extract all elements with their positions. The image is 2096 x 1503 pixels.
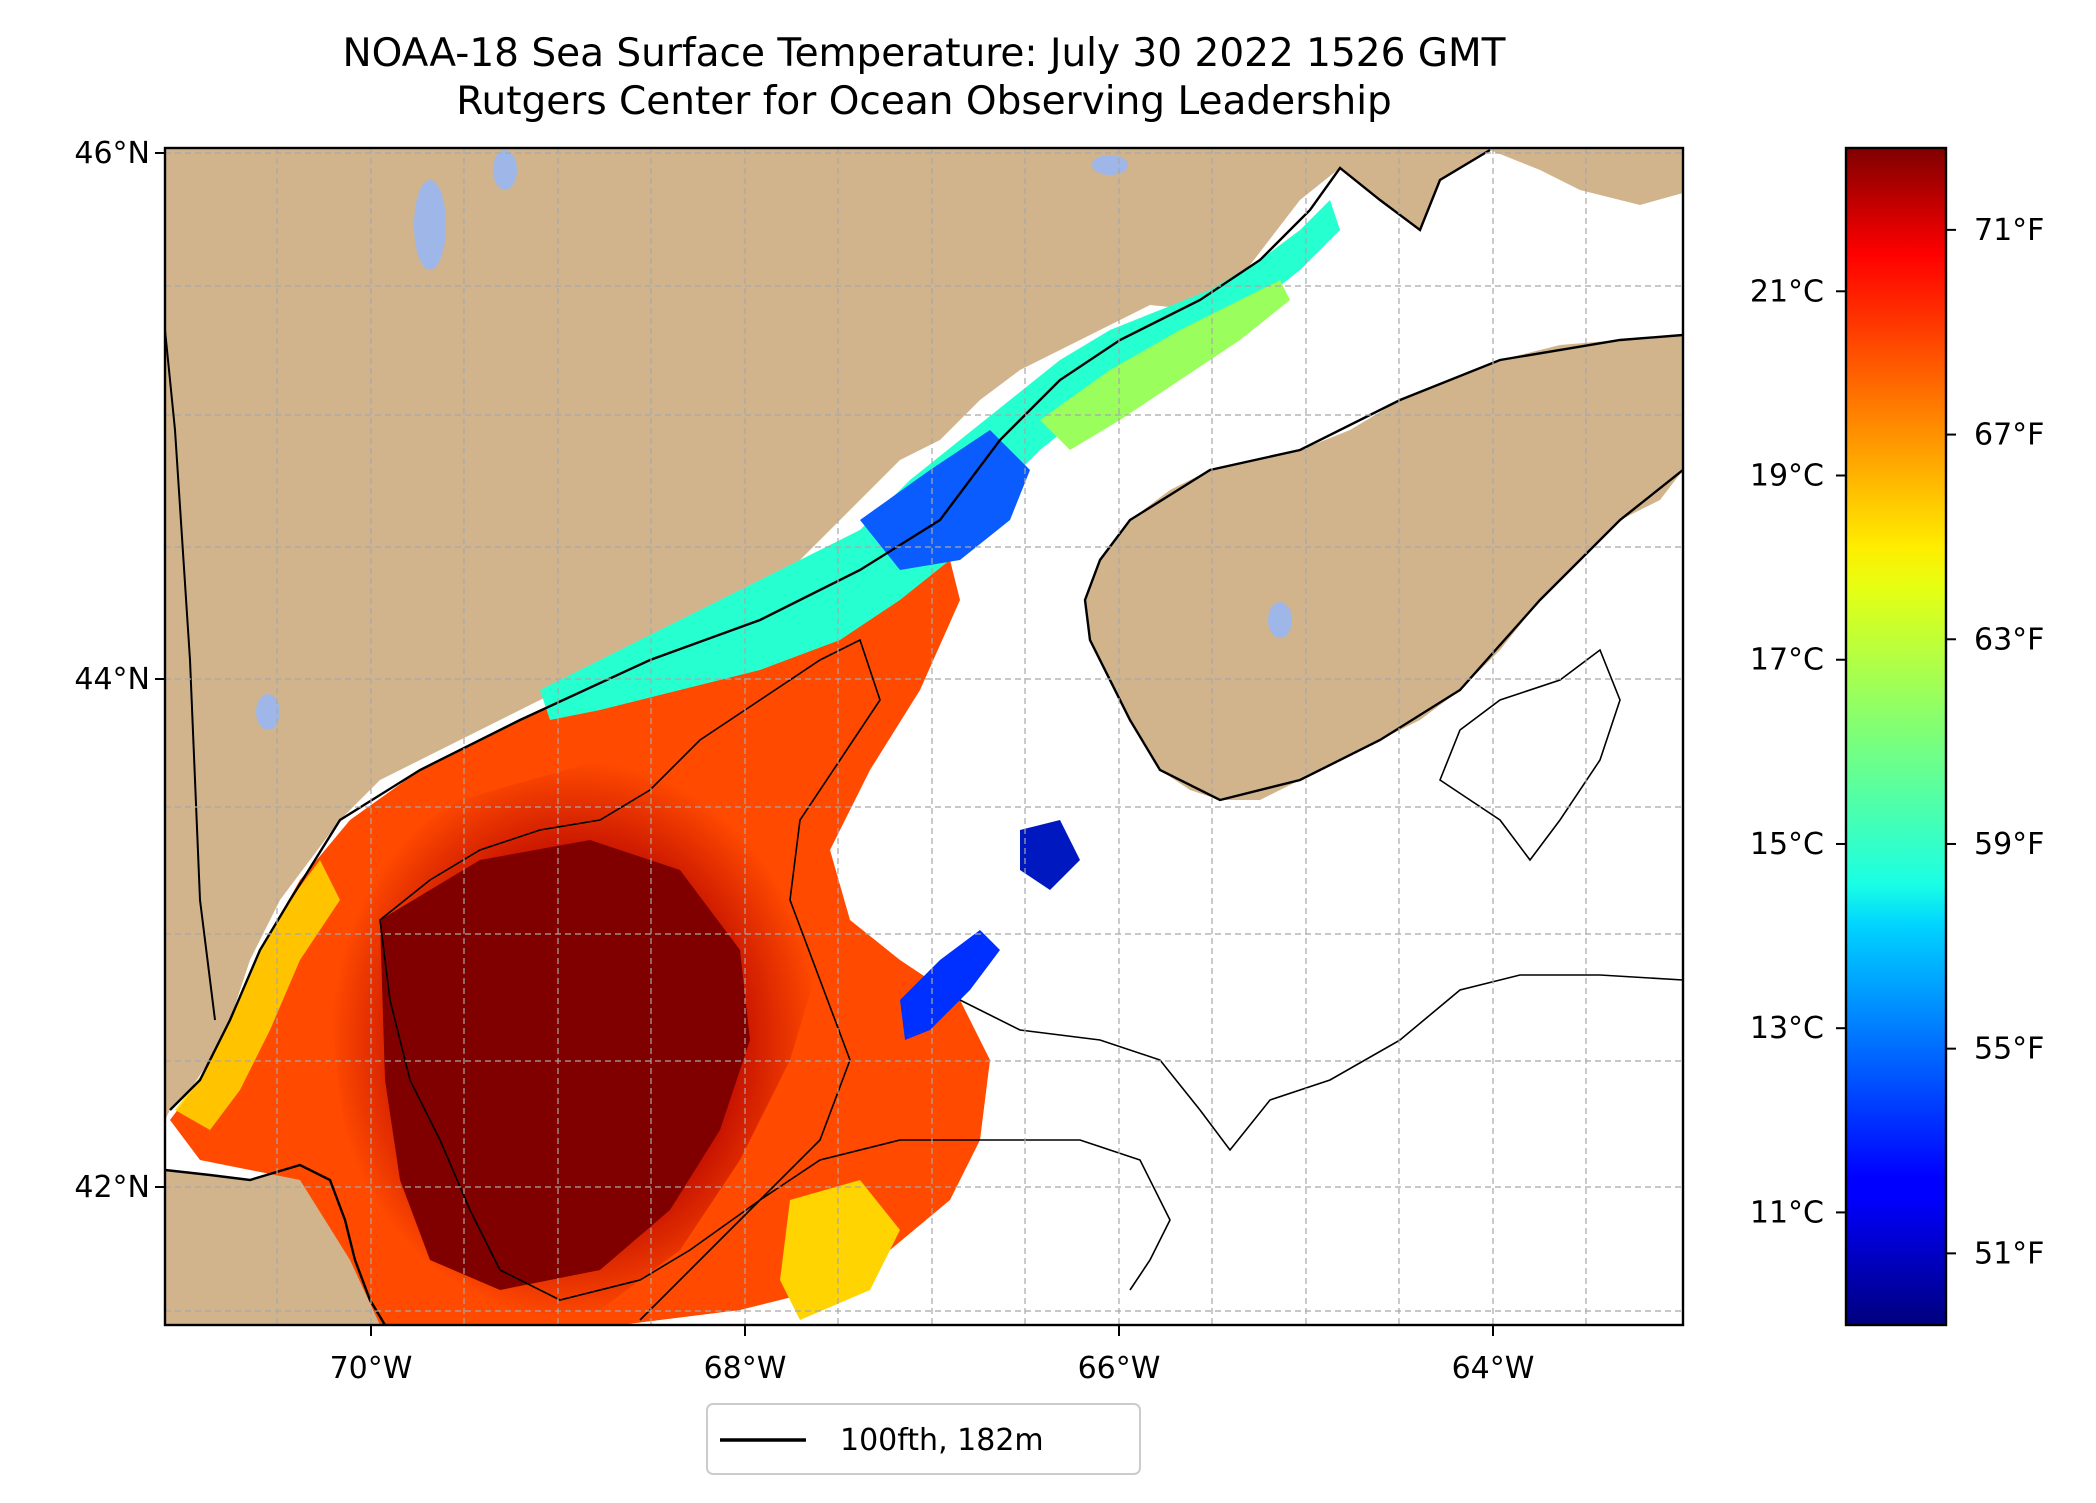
colorbar-c-tick-label: 11°C xyxy=(1750,1195,1824,1230)
legend-label: 100fth, 182m xyxy=(840,1423,1044,1458)
colorbar-fahrenheit-ticks: 71°F 67°F 63°F 59°F 55°F 51°F xyxy=(1946,213,2044,1271)
lat-axis: 46°N 44°N 42°N xyxy=(74,136,165,1205)
sst-south-yellow xyxy=(780,1180,900,1320)
colorbar-f-tick-label: 51°F xyxy=(1974,1236,2044,1271)
lake-north xyxy=(493,150,517,190)
legend-box xyxy=(706,1403,1141,1475)
colorbar-c-tick-label: 13°C xyxy=(1750,1011,1824,1046)
title-line-1: NOAA-18 Sea Surface Temperature: July 30… xyxy=(342,31,1505,76)
map-panel xyxy=(165,148,1683,1325)
contour-ne-banks xyxy=(1439,648,1621,862)
contour-scotian-shelf xyxy=(959,974,1683,1152)
contour-100fth xyxy=(379,638,1683,1321)
lat-tick-label-42: 42°N xyxy=(74,1170,150,1205)
lon-tick-label-70: 70°W xyxy=(330,1351,413,1386)
sst-bay-of-fundy-green xyxy=(1040,280,1290,450)
map-frame xyxy=(163,146,1685,1327)
lake-ne xyxy=(1092,155,1128,175)
gridlines xyxy=(165,148,1683,1325)
sst-georges-cool-spot xyxy=(1020,820,1080,890)
legend: 100fth, 182m xyxy=(706,1403,1141,1475)
colorbar-c-tick-label: 17°C xyxy=(1750,643,1824,678)
colorbar-f-tick-label: 55°F xyxy=(1974,1032,2044,1067)
title-line-2: Rutgers Center for Ocean Observing Leade… xyxy=(456,79,1392,124)
sst-gulf-blue xyxy=(860,430,1030,570)
sst-georges-blue-band xyxy=(900,930,1000,1040)
colorbar-f-tick-label: 59°F xyxy=(1974,827,2044,862)
lon-tick-label-66: 66°W xyxy=(1078,1351,1161,1386)
colorbar-celsius-ticks: 21°C 19°C 17°C 15°C 13°C 11°C xyxy=(1750,274,1846,1230)
lake-sebago xyxy=(256,694,280,730)
coastline-cape-cod xyxy=(165,1163,387,1325)
colorbar-c-tick-label: 19°C xyxy=(1750,459,1824,494)
colorbar-f-tick-label: 71°F xyxy=(1974,213,2044,248)
lon-tick-label-64: 64°W xyxy=(1452,1351,1535,1386)
sst-coastal-yellow xyxy=(175,860,340,1130)
lon-axis: 70°W 68°W 66°W 64°W xyxy=(330,1325,1535,1386)
land-mainland-north xyxy=(165,148,1683,1120)
coastline-state-border xyxy=(165,329,216,1021)
colorbar: 71°F 67°F 63°F 59°F 55°F 51°F 21°C 19°C 17°C 15°… xyxy=(1750,146,2044,1327)
colorbar-f-tick-label: 63°F xyxy=(1974,622,2044,657)
contour-shelf-edge xyxy=(639,1139,1171,1321)
lake-moosehead xyxy=(414,180,446,270)
sst-dark-red-center xyxy=(380,840,750,1290)
lat-tick-label-44: 44°N xyxy=(74,662,150,697)
colorbar-f-tick-label: 67°F xyxy=(1974,418,2044,453)
sst-field xyxy=(170,200,1340,1325)
coastline-layer xyxy=(165,148,1683,1325)
lake-nova-scotia xyxy=(1268,602,1292,638)
coastline-nova-scotia xyxy=(1083,333,1683,802)
coastline-maine xyxy=(169,148,1491,1111)
contour-gulf-basins xyxy=(379,638,881,1301)
land-nova-scotia xyxy=(1085,335,1683,800)
land-east-inlet xyxy=(1320,310,1610,345)
lat-tick-label-46: 46°N xyxy=(74,136,150,171)
colorbar-c-tick-label: 15°C xyxy=(1750,827,1824,862)
lon-tick-label-68: 68°W xyxy=(704,1351,787,1386)
colorbar-gradient xyxy=(1844,146,1948,1327)
colorbar-c-tick-label: 21°C xyxy=(1750,274,1824,309)
